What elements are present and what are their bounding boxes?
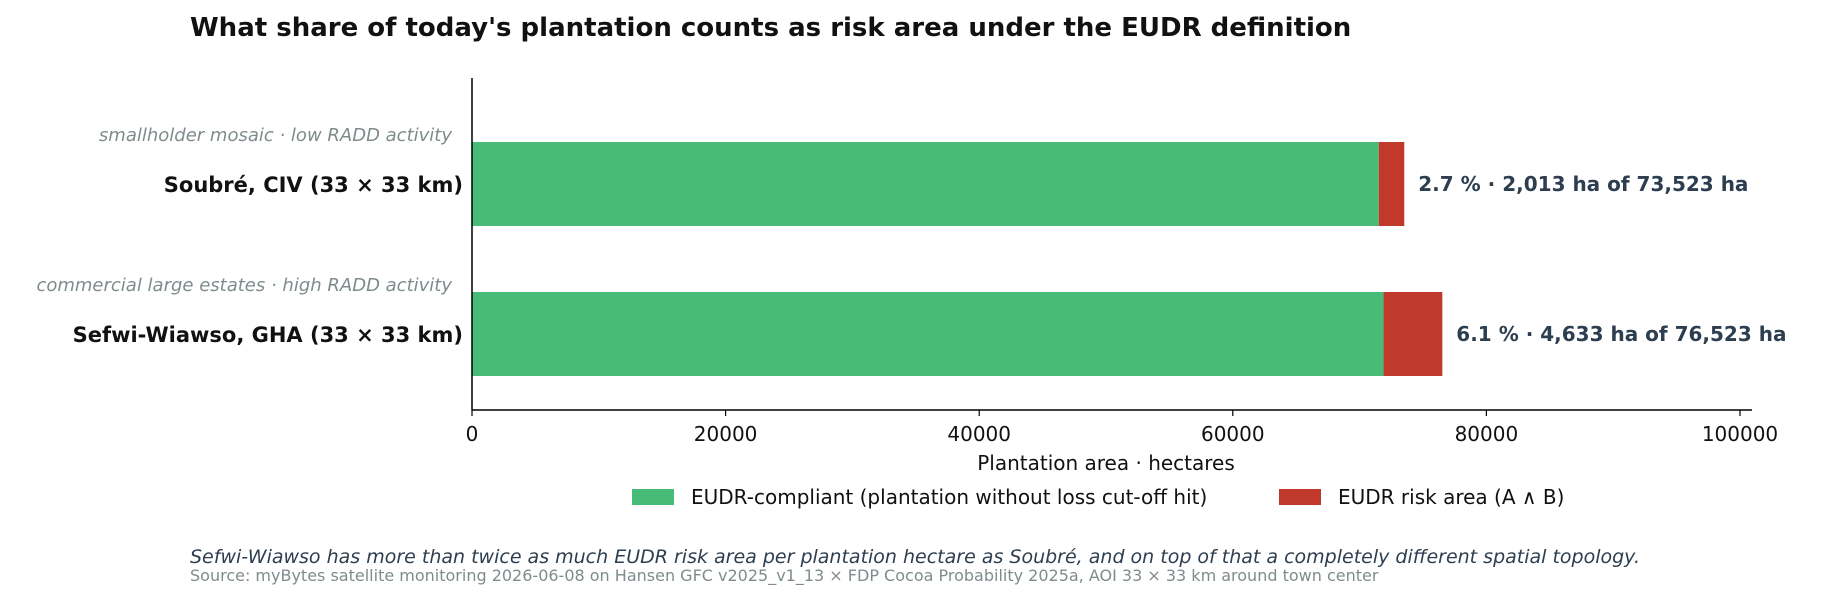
x-tick-label-1: 0 (466, 422, 479, 446)
chart-footnote: Sefwi-Wiawso has more than twice as much… (190, 546, 1640, 568)
bar-segment-risk-1 (1378, 142, 1405, 226)
x-axis-title: Plantation area · hectares (977, 451, 1235, 475)
chart-title: What share of today's plantation counts … (190, 13, 1351, 43)
bar-annotation-1: 2.7 % · 2,013 ha of 73,523 ha (1418, 172, 1748, 196)
category-label-1: Soubré, CIV (33 × 33 km) (164, 173, 463, 197)
x-tick-label-4: 60000 (1201, 422, 1265, 446)
bar-segment-compliant-1 (472, 142, 1379, 226)
legend-swatch-1 (632, 489, 674, 505)
x-tick-label-2: 20000 (694, 422, 758, 446)
chart-source: Source: myBytes satellite monitoring 202… (190, 566, 1379, 586)
bar-annotation-2: 6.1 % · 4,633 ha of 76,523 ha (1456, 322, 1786, 346)
category-sublabel-2: commercial large estates · high RADD act… (36, 275, 452, 296)
bar-segment-compliant-2 (472, 292, 1384, 376)
bar-segment-risk-2 (1383, 292, 1443, 376)
legend-label-1: EUDR-compliant (plantation without loss … (691, 485, 1207, 509)
x-tick-label-5: 80000 (1455, 422, 1519, 446)
legend-label-2: EUDR risk area (A ∧ B) (1338, 485, 1564, 509)
category-sublabel-1: smallholder mosaic · low RADD activity (99, 125, 452, 146)
legend: EUDR-compliant (plantation without loss … (632, 485, 1564, 509)
category-label-2: Sefwi-Wiawso, GHA (33 × 33 km) (73, 323, 463, 347)
plot-area: Soubré, CIV (33 × 33 km) smallholder mosa… (36, 78, 1786, 446)
legend-swatch-2 (1279, 489, 1321, 505)
x-tick-label-6: 100000 (1702, 422, 1778, 446)
x-tick-label-3: 40000 (947, 422, 1011, 446)
